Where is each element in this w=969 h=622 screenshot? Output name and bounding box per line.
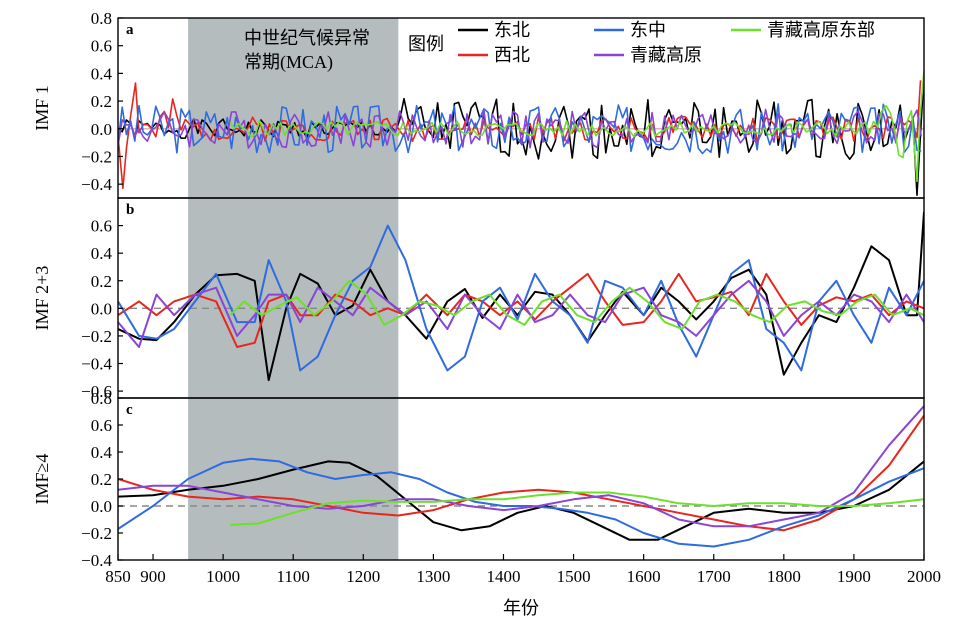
- y-tick-label-b: 0.0: [91, 299, 112, 318]
- legend-label-3: 青藏高原: [630, 45, 702, 65]
- panel-letter-a: a: [126, 22, 134, 38]
- y-tick-label-a: 0.0: [91, 120, 112, 139]
- series-line-c-0: [118, 460, 924, 541]
- series-line-a-4: [229, 70, 924, 183]
- legend-label-4: 青藏高原东部: [767, 20, 875, 40]
- x-tick-label: 850: [105, 567, 131, 586]
- x-axis-label: 年份: [503, 598, 539, 618]
- x-tick-label: 1900: [837, 567, 871, 586]
- series-line-b-1: [118, 272, 924, 348]
- x-tick-label: 1100: [277, 567, 310, 586]
- y-tick-label-b: 0.6: [91, 217, 112, 236]
- x-tick-label: 1600: [627, 567, 661, 586]
- series-line-c-4: [230, 491, 924, 526]
- series-line-c-2: [118, 457, 924, 548]
- y-axis-label-a: IMF 1: [32, 85, 52, 131]
- y-tick-label-a: −0.4: [81, 175, 112, 194]
- y-tick-label-c: 0.2: [91, 470, 112, 489]
- y-tick-label-b: −0.4: [81, 355, 112, 374]
- legend-title: 图例: [408, 34, 444, 54]
- panel-letter-c: c: [126, 402, 133, 418]
- series-line-b-0: [118, 211, 924, 382]
- y-tick-label-b: −0.2: [81, 327, 112, 346]
- x-tick-label: 900: [140, 567, 166, 586]
- x-tick-label: 1400: [486, 567, 520, 586]
- y-tick-label-a: −0.2: [81, 147, 112, 166]
- y-axis-label-b: IMF 2+3: [32, 266, 52, 331]
- y-tick-label-c: −0.2: [81, 524, 112, 543]
- x-tick-label: 1000: [206, 567, 240, 586]
- series-line-c-3: [118, 405, 924, 528]
- x-tick-label: 1300: [416, 567, 450, 586]
- series-line-b-3: [118, 279, 924, 348]
- mca-label-line2: 常期(MCA): [244, 52, 333, 73]
- mca-label-line1: 中世纪气候异常: [244, 28, 370, 48]
- y-tick-label-c: 0.0: [91, 497, 112, 516]
- legend-label-1: 西北: [494, 45, 530, 65]
- y-tick-label-c: 0.8: [91, 389, 112, 408]
- panel-letter-b: b: [126, 202, 134, 218]
- y-tick-label-b: 0.2: [91, 272, 112, 291]
- legend-label-2: 东中: [630, 20, 666, 40]
- y-tick-label-c: 0.4: [91, 443, 113, 462]
- series-line-c-1: [118, 415, 924, 532]
- x-tick-label: 1200: [346, 567, 380, 586]
- x-tick-label: 1700: [697, 567, 731, 586]
- series-layer: [118, 70, 924, 548]
- series-line-b-2: [118, 224, 924, 372]
- y-tick-label-b: −0.6: [81, 382, 112, 401]
- y-axis-label-c: IMF≥4: [32, 454, 52, 505]
- y-tick-label-a: 0.6: [91, 37, 112, 56]
- series-line-b-4: [229, 279, 924, 330]
- y-tick-label-c: 0.6: [91, 416, 112, 435]
- legend-label-0: 东北: [494, 20, 530, 40]
- x-tick-label: 1500: [557, 567, 591, 586]
- y-tick-label-a: 0.8: [91, 9, 112, 28]
- y-tick-label-a: 0.2: [91, 92, 112, 111]
- axes-layer: −0.4 −0.2 0.0 0.2 0.4 0.6 0.8 a IMF 1 −0.6 −0.4 −0.…: [32, 9, 941, 586]
- y-tick-label-a: 0.4: [91, 64, 113, 83]
- y-tick-label-b: 0.4: [91, 244, 113, 263]
- x-tick-label: 2000: [907, 567, 941, 586]
- x-tick-label: 1800: [767, 567, 801, 586]
- y-tick-label-c: −0.4: [81, 551, 112, 570]
